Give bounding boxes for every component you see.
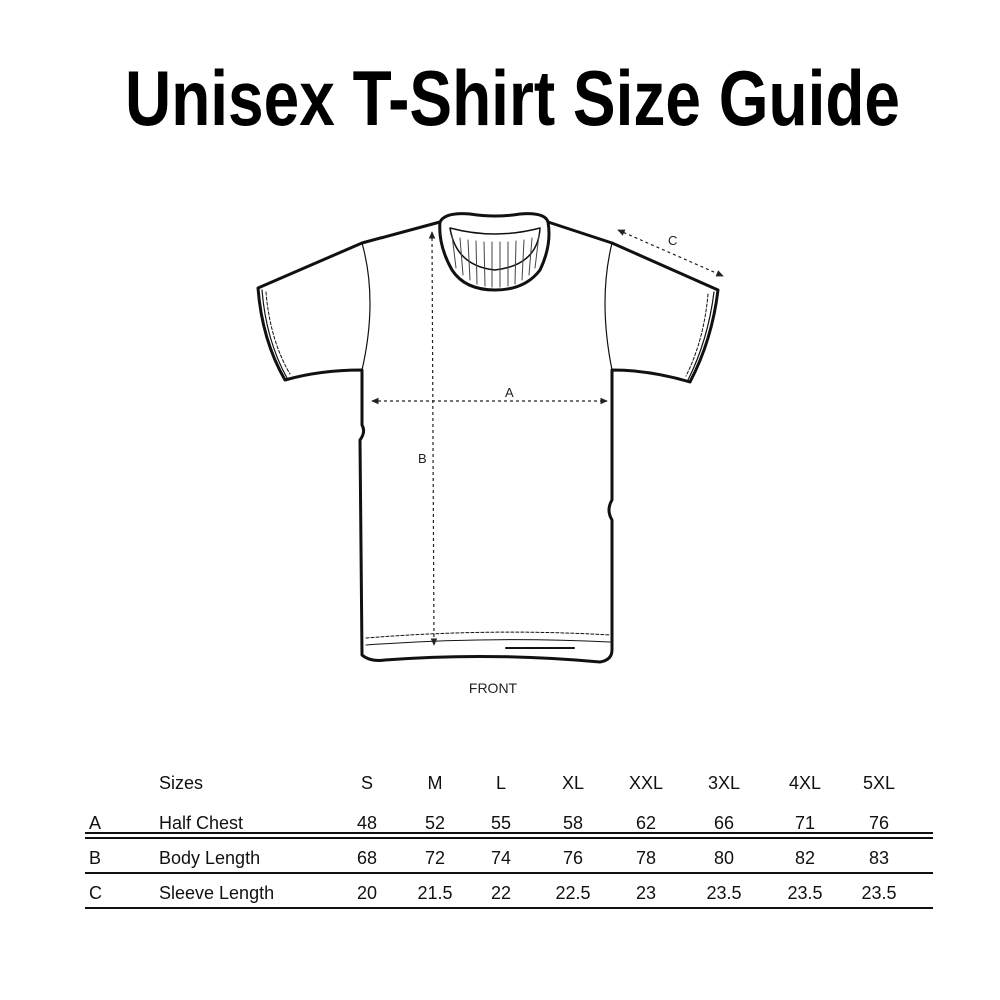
table-cell: 71: [794, 813, 816, 833]
size-header-s: S: [360, 773, 374, 793]
row-key: A: [89, 813, 102, 833]
table-cell: 48: [356, 813, 378, 833]
row-label: Half Chest: [159, 813, 244, 833]
table-cell: 58: [562, 813, 584, 833]
measure-b-label: B: [418, 451, 427, 466]
table-cell: 22.5: [555, 883, 591, 903]
table-cell: 21.5: [417, 883, 453, 903]
view-label: FRONT: [469, 680, 518, 696]
table-cell: 83: [868, 848, 890, 868]
header-rule: [85, 832, 933, 834]
measure-c-line: [617, 229, 724, 277]
collar: [438, 212, 551, 292]
measure-c-label: C: [668, 233, 677, 248]
size-header-xxl: XXL: [628, 773, 664, 793]
table-cell: 55: [490, 813, 512, 833]
table-cell: 23: [635, 883, 657, 903]
table-cell: 62: [635, 813, 657, 833]
table-cell: 22: [490, 883, 512, 903]
table-cell: 76: [562, 848, 584, 868]
row-label: Sleeve Length: [159, 883, 275, 903]
table-cell: 80: [713, 848, 735, 868]
table-cell: 23.5: [706, 883, 742, 903]
table-cell: 52: [424, 813, 446, 833]
measure-a-label: A: [505, 385, 514, 400]
size-header-3xl: 3XL: [707, 773, 741, 793]
size-header-4xl: 4XL: [788, 773, 822, 793]
row-key: C: [89, 883, 102, 903]
sizes-header: Sizes: [159, 773, 204, 793]
size-header-5xl: 5XL: [862, 773, 896, 793]
size-header-l: L: [495, 773, 507, 793]
size-header-m: M: [427, 773, 443, 793]
shirt-outline: [256, 220, 720, 664]
table-cell: 78: [635, 848, 657, 868]
row-label: Body Length: [159, 848, 261, 868]
size-header-xl: XL: [561, 773, 585, 793]
tshirt-diagram: A B C FRONT: [256, 212, 724, 696]
table-cell: 82: [794, 848, 816, 868]
title-text: Unisex T-Shirt Size Guide: [125, 54, 900, 142]
table-cell: 20: [356, 883, 378, 903]
table-cell: 23.5: [787, 883, 823, 903]
table-cell: 74: [490, 848, 512, 868]
table-cell: 23.5: [861, 883, 897, 903]
table-cell: 76: [868, 813, 890, 833]
row-key: B: [89, 848, 102, 868]
row-rule: [85, 872, 933, 874]
measure-b-line: [428, 231, 438, 646]
table-cell: 66: [713, 813, 735, 833]
row-rule: [85, 907, 933, 909]
row-rule: [85, 837, 933, 839]
table-cell: 68: [356, 848, 378, 868]
page-title: Unisex T-Shirt Size Guide: [125, 54, 900, 142]
table-cell: 72: [424, 848, 446, 868]
